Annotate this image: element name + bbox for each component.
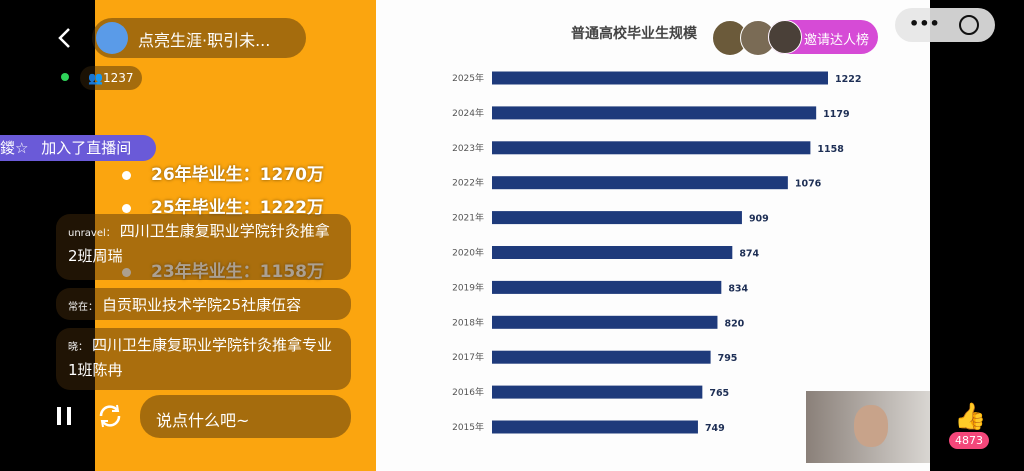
comment-user: unravel： [68,228,116,239]
category-label: 2024年 [452,107,484,119]
refresh-button[interactable] [95,401,125,431]
room-title: 点亮生涯·职引未... [138,31,271,50]
bar [492,246,733,259]
value-label: 1076 [795,179,822,190]
category-label: 2019年 [452,281,484,293]
value-label: 909 [749,214,769,225]
comment-text: 自贡职业技术学院25社康伍容 [102,296,302,314]
comment-user: 常在： [68,302,98,313]
bar [492,106,817,120]
comment: unravel： 四川卫生康复职业学院针灸推拿2班周瑞 [56,214,351,280]
room-header[interactable]: 点亮生涯·职引未... [92,18,306,58]
bar [492,71,828,85]
value-label: 1222 [835,74,861,85]
category-label: 2015年 [452,421,484,433]
pause-button[interactable] [54,404,76,428]
live-dot [61,73,69,81]
chart: 普通高校毕业生规模 2025年 1222 2024年 1179 2023年 1158 202… [376,0,930,471]
invite-text: 邀请达人榜 [804,33,870,48]
chart-title: 普通高校毕业生规模 [571,25,698,42]
back-button[interactable] [55,26,75,50]
bar [492,141,811,155]
bar [492,315,718,329]
category-label: 2021年 [452,212,484,224]
bar [492,385,703,399]
value-label: 1158 [817,144,844,155]
slide-bullet: 26年毕业生：1270万 [122,160,324,185]
category-label: 2022年 [452,177,484,189]
presenter [854,405,888,447]
join-text: 加入了直播间 [41,139,132,157]
category-label: 2016年 [452,386,484,398]
menu-capsule[interactable]: ••• [895,8,995,42]
category-label: 2023年 [452,142,484,154]
rank-avatar[interactable] [740,20,776,56]
close-button[interactable] [959,15,979,35]
value-label: 820 [724,318,744,329]
value-label: 834 [728,283,748,294]
comment: 晓： 四川卫生康复职业学院针灸推拿专业1班陈冉 [56,328,351,390]
webcam-view[interactable] [806,391,930,463]
slide-panel [95,0,376,471]
room-avatar [96,22,128,54]
comment-input[interactable]: 说点什么吧~ [140,395,351,438]
slide-bullet: 23年毕业生：1158万 [122,257,324,282]
value-label: 795 [718,353,738,364]
value-label: 765 [709,388,729,399]
rank-avatar [768,20,802,54]
join-user: 鑁☆ [0,139,29,157]
bar [492,176,788,190]
value-label: 874 [739,249,759,260]
more-button[interactable]: ••• [909,14,940,33]
bar [492,211,742,225]
comment: 常在： 自贡职业技术学院25社康伍容 [56,288,351,320]
join-notice: 鑁☆ 加入了直播间 [0,135,156,161]
viewer-count[interactable]: 👥1237 [80,66,142,90]
category-label: 2020年 [452,247,484,259]
bar [492,420,698,434]
comment-text: 四川卫生康复职业学院针灸推拿2班周瑞 [68,222,330,265]
category-label: 2025年 [452,72,484,84]
like-count: 4873 [949,432,989,449]
comment-user: 晓： [68,342,88,353]
input-placeholder: 说点什么吧~ [156,411,250,430]
like-button[interactable]: 👍 [954,402,987,432]
category-label: 2018年 [452,316,484,328]
bar [492,280,722,294]
category-label: 2017年 [452,351,484,363]
value-label: 749 [705,423,725,434]
bar [492,350,711,364]
value-label: 1179 [823,109,849,120]
invite-button[interactable]: 邀请达人榜 [768,20,878,54]
comment-text: 四川卫生康复职业学院针灸推拿专业1班陈冉 [68,336,333,379]
viewer-number: 1237 [102,71,134,85]
slide-bullet: 25年毕业生：1222万 [122,193,324,218]
